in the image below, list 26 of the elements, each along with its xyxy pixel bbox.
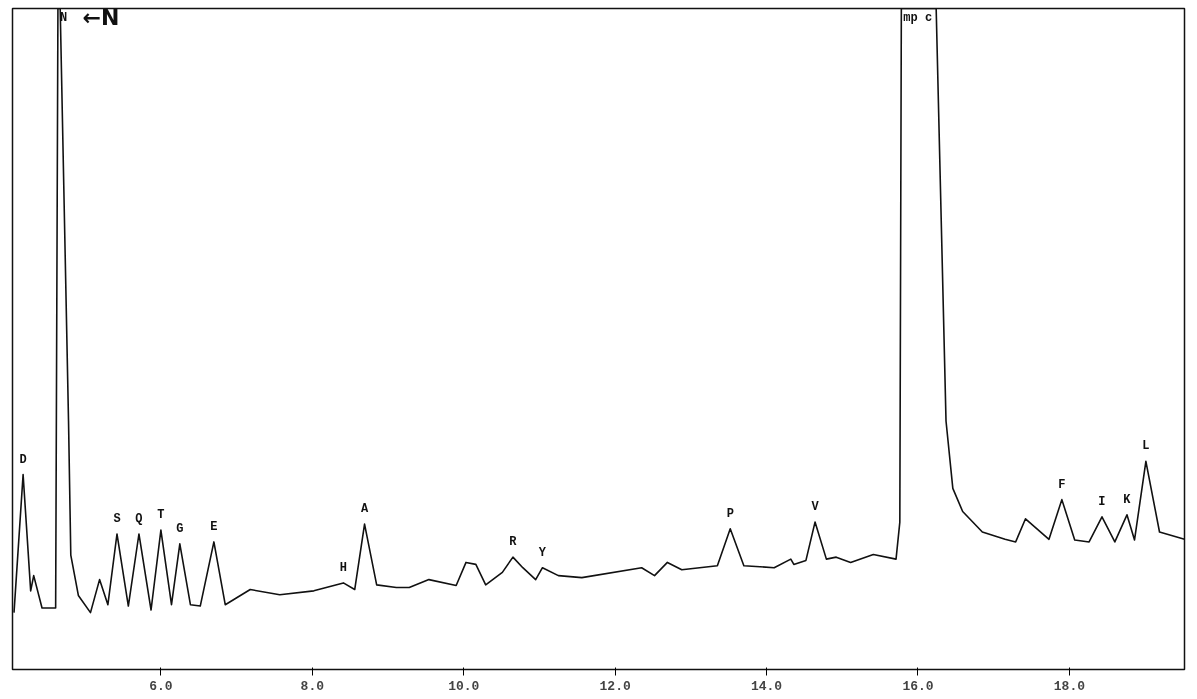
annotation: S: [113, 511, 121, 526]
annotation: V: [811, 500, 820, 515]
annotation: N: [59, 10, 68, 25]
x-tick-label: 12.0: [599, 678, 631, 694]
annotation: K: [1123, 492, 1132, 507]
annotation: D: [19, 452, 27, 467]
annotation: L: [1142, 439, 1150, 454]
annotation: H: [339, 560, 347, 575]
annotation: T: [157, 508, 165, 523]
annotation: Y: [538, 545, 547, 560]
annotation: mp c: [903, 10, 933, 25]
x-tick-label: 10.0: [448, 678, 480, 694]
x-tick-label: 14.0: [750, 678, 783, 694]
x-tick-label: 18.0: [1053, 678, 1086, 694]
x-tick-label: 6.0: [149, 678, 173, 694]
annotation: R: [509, 535, 518, 550]
annotation: G: [176, 521, 184, 536]
annotation: I: [1098, 494, 1106, 509]
annotation: F: [1058, 477, 1066, 492]
x-tick-label: 8.0: [300, 678, 325, 694]
annotation: Q: [135, 511, 143, 526]
x-tick-label: 16.0: [902, 678, 934, 694]
annotation: A: [360, 502, 369, 517]
annotation: P: [726, 506, 734, 521]
annotation: E: [210, 519, 218, 534]
annotation: ←N: [82, 4, 120, 30]
